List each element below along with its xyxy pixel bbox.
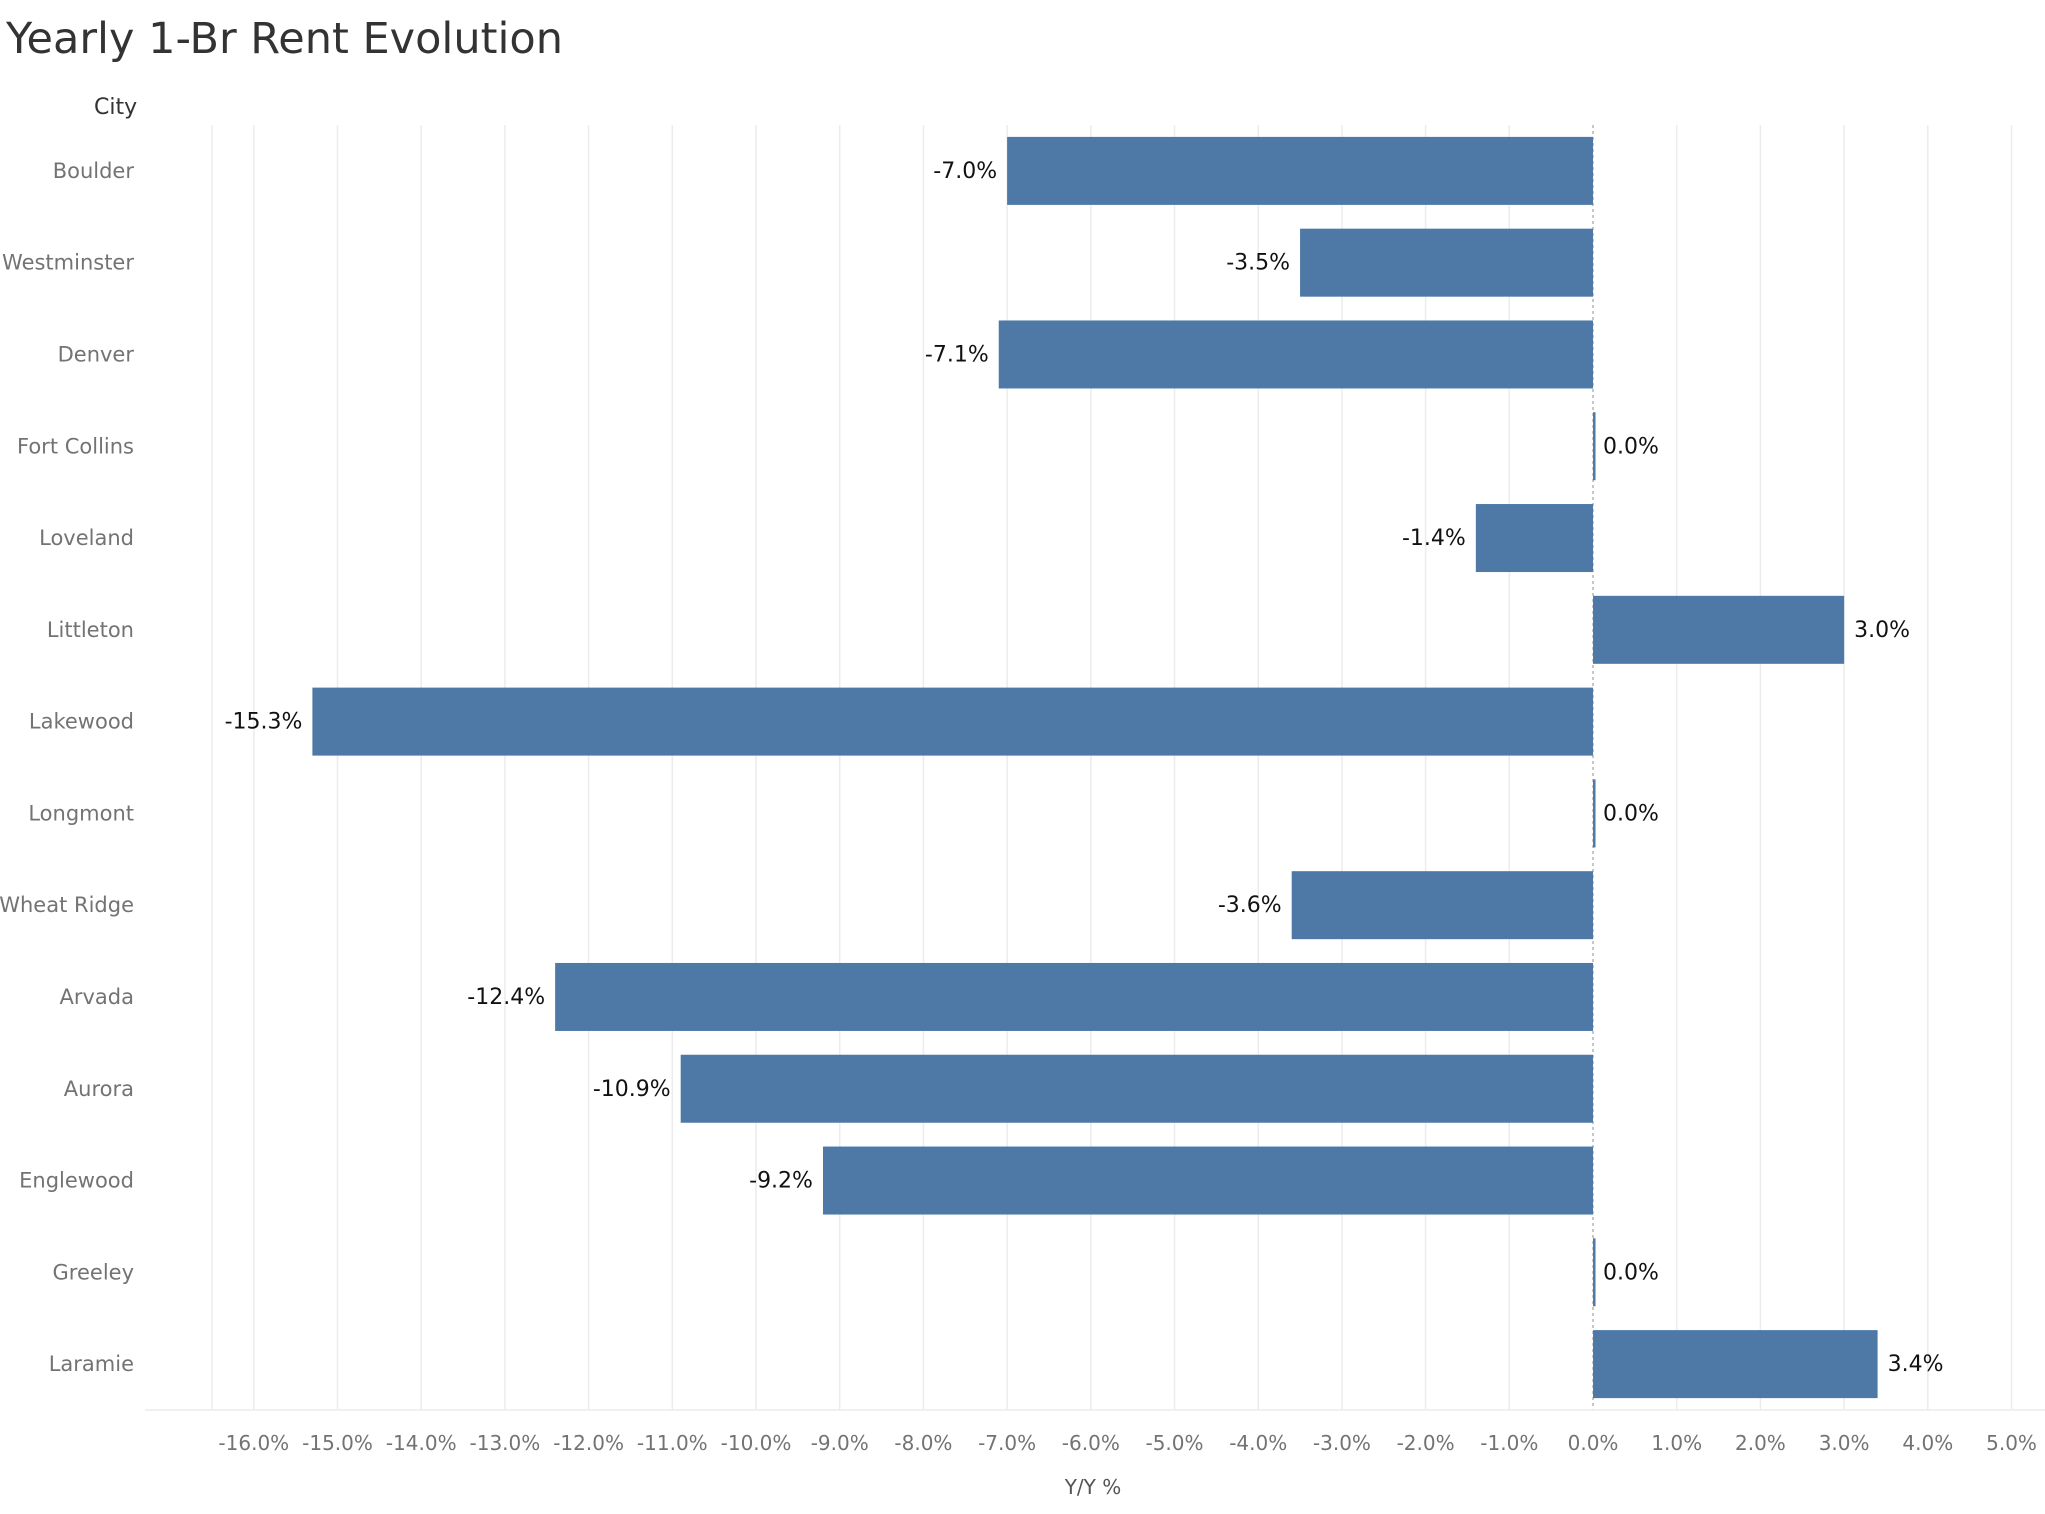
x-tick-label: -13.0% (470, 1431, 541, 1455)
bar[interactable] (1007, 136, 1594, 205)
x-tick-label: -5.0% (1145, 1431, 1203, 1455)
bar[interactable] (1593, 1330, 1878, 1399)
x-tick-label: -1.0% (1480, 1431, 1538, 1455)
x-tick-label: 2.0% (1735, 1431, 1786, 1455)
data-label: -1.4% (1402, 526, 1466, 551)
x-tick-label: 3.0% (1819, 1431, 1870, 1455)
data-label: 3.0% (1854, 618, 1910, 643)
bar[interactable] (998, 320, 1594, 389)
x-tick-label: -6.0% (1062, 1431, 1120, 1455)
category-label: Denver (58, 342, 135, 366)
data-label: -3.6% (1218, 893, 1282, 918)
data-label: -12.4% (467, 985, 545, 1010)
x-tick-label: -8.0% (894, 1431, 952, 1455)
data-label: -3.5% (1226, 251, 1290, 276)
x-tick-label: 1.0% (1651, 1431, 1702, 1455)
category-label: Loveland (39, 526, 134, 550)
category-label: Aurora (64, 1077, 134, 1101)
label-layer: Boulder -7.0% Westminster -3.5% Denver -7.1% F… (0, 159, 1944, 1377)
data-label: -7.0% (933, 159, 997, 184)
bar-layer (312, 136, 1878, 1399)
x-tick-label: -11.0% (637, 1431, 708, 1455)
data-label: -10.9% (593, 1077, 671, 1102)
x-tick-label: -2.0% (1397, 1431, 1455, 1455)
category-label: Boulder (53, 159, 135, 183)
x-tick-label: 4.0% (1902, 1431, 1953, 1455)
x-tick-label: -14.0% (386, 1431, 457, 1455)
category-label: Longmont (28, 801, 134, 825)
category-label: Lakewood (29, 710, 134, 734)
data-label: -15.3% (225, 710, 303, 735)
data-label: 0.0% (1603, 434, 1659, 459)
x-tick-label: -12.0% (553, 1431, 624, 1455)
category-label: Fort Collins (17, 434, 134, 458)
bar[interactable] (555, 962, 1594, 1031)
x-tick-label: -4.0% (1229, 1431, 1287, 1455)
category-label: Englewood (19, 1169, 134, 1193)
x-axis-title: Y/Y % (1064, 1475, 1122, 1499)
x-tick-label: -7.0% (978, 1431, 1036, 1455)
data-label: 0.0% (1603, 1260, 1659, 1285)
x-tick-label: -9.0% (811, 1431, 869, 1455)
x-tick-label: -3.0% (1313, 1431, 1371, 1455)
row-header-label: City (94, 95, 138, 120)
category-label: Greeley (53, 1260, 134, 1284)
category-label: Arvada (60, 985, 135, 1009)
grid-layer (211, 125, 2013, 1410)
data-label: -9.2% (749, 1169, 813, 1194)
category-label: Westminster (2, 251, 134, 275)
x-tick-label: 0.0% (1568, 1431, 1619, 1455)
bar[interactable] (1593, 1238, 1596, 1307)
bar[interactable] (680, 1054, 1594, 1123)
data-label: -7.1% (925, 342, 989, 367)
chart-title: Yearly 1-Br Rent Evolution (6, 14, 563, 64)
category-label: Laramie (49, 1352, 134, 1376)
axis-layer: -16.0% -15.0% -14.0% -13.0% -12.0% -11.0% -10.… (145, 1409, 2045, 1455)
bar[interactable] (822, 1146, 1594, 1215)
bar[interactable] (1593, 412, 1596, 481)
bar[interactable] (312, 687, 1594, 756)
bar[interactable] (1300, 228, 1594, 297)
bar[interactable] (1291, 871, 1594, 940)
bar[interactable] (1475, 504, 1594, 573)
bar[interactable] (1593, 595, 1845, 664)
category-label: Littleton (47, 618, 134, 642)
data-label: 3.4% (1888, 1352, 1944, 1377)
x-tick-label: -16.0% (218, 1431, 289, 1455)
category-label: Wheat Ridge (0, 893, 134, 917)
x-tick-label: 5.0% (1986, 1431, 2037, 1455)
x-tick-label: -10.0% (721, 1431, 792, 1455)
bar[interactable] (1593, 779, 1596, 848)
data-label: 0.0% (1603, 801, 1659, 826)
x-tick-label: -15.0% (302, 1431, 373, 1455)
